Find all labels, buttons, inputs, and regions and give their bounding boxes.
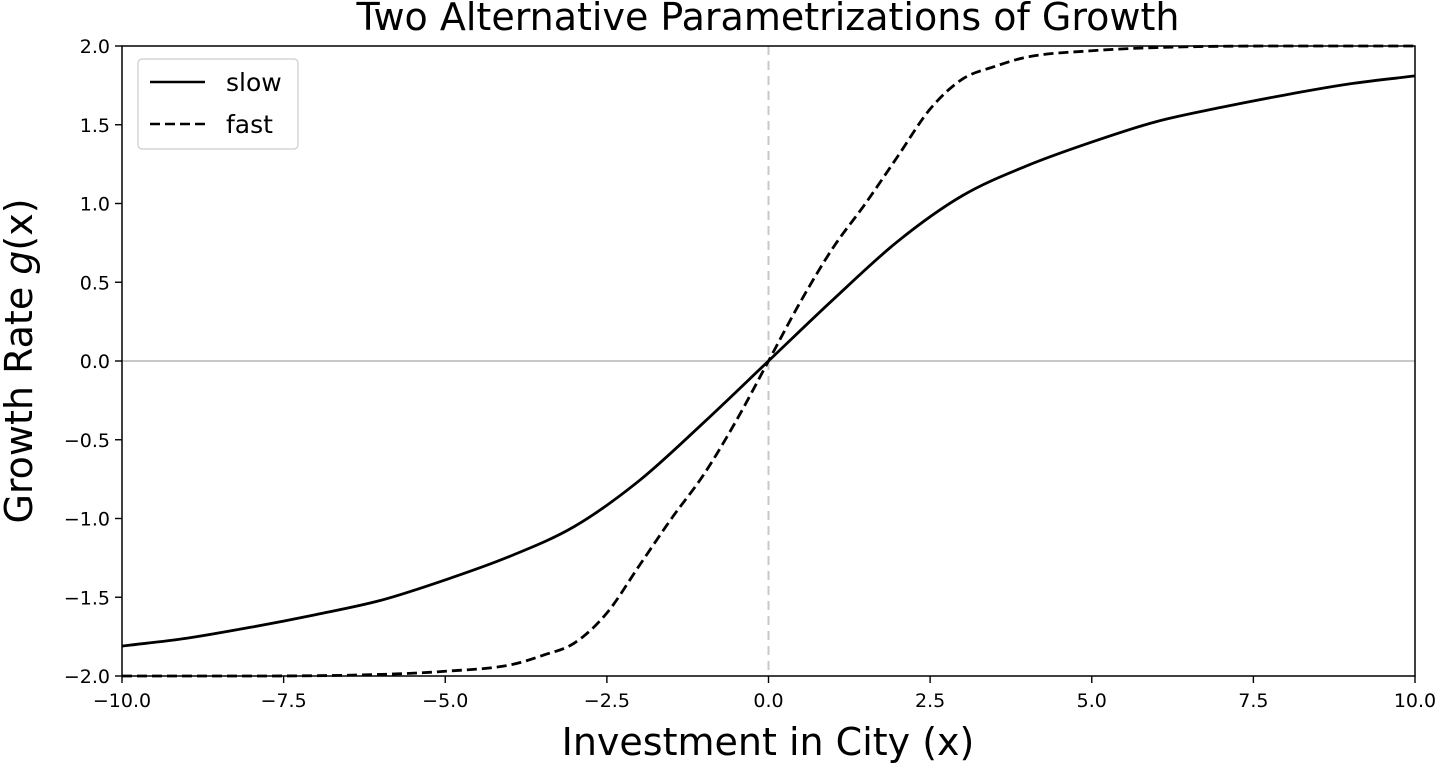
legend-label-slow: slow <box>226 68 282 97</box>
legend-label-fast: fast <box>226 110 273 139</box>
y-tick-label: −2.0 <box>64 666 110 688</box>
x-tick-label: 5.0 <box>1077 690 1107 712</box>
y-tick-label: 2.0 <box>80 36 110 58</box>
chart-title: Two Alternative Parametrizations of Grow… <box>356 0 1180 39</box>
y-tick-label: 1.0 <box>80 194 110 216</box>
x-tick-label: −5.0 <box>422 690 468 712</box>
y-tick-label: 0.5 <box>80 272 110 294</box>
x-tick-label: −2.5 <box>584 690 630 712</box>
x-tick-label: −7.5 <box>261 690 307 712</box>
plot-area-frame <box>121 45 1416 677</box>
x-tick-label: 0.0 <box>753 690 783 712</box>
x-tick-label: 2.5 <box>915 690 945 712</box>
y-tick-label: 1.5 <box>80 115 110 137</box>
x-axis-label: Investment in City (x) <box>562 720 975 764</box>
series-line-fast <box>121 44 1415 678</box>
x-tick-label: 10.0 <box>1394 690 1436 712</box>
x-tick-label: 7.5 <box>1238 690 1268 712</box>
y-axis-label: Growth Rate g(x) <box>0 198 41 523</box>
y-axis-label-suffix: (x) <box>0 198 41 250</box>
y-tick-label: −1.5 <box>64 587 110 609</box>
y-tick-label: −1.0 <box>64 509 110 531</box>
x-tick-label: −10.0 <box>93 690 151 712</box>
y-tick-label: −0.5 <box>64 430 110 452</box>
y-axis-label-prefix: Growth Rate <box>0 275 41 524</box>
y-axis-label-variable: g <box>0 251 41 275</box>
legend: slow fast <box>137 58 299 150</box>
y-tick-label: 0.0 <box>80 351 110 373</box>
series-layer <box>121 44 1416 678</box>
axis-ticks: −10.0 −7.5 −5.0 −2.5 0.0 2.5 5.0 7.5 10.0 −2.0 −1.… <box>64 36 1436 712</box>
